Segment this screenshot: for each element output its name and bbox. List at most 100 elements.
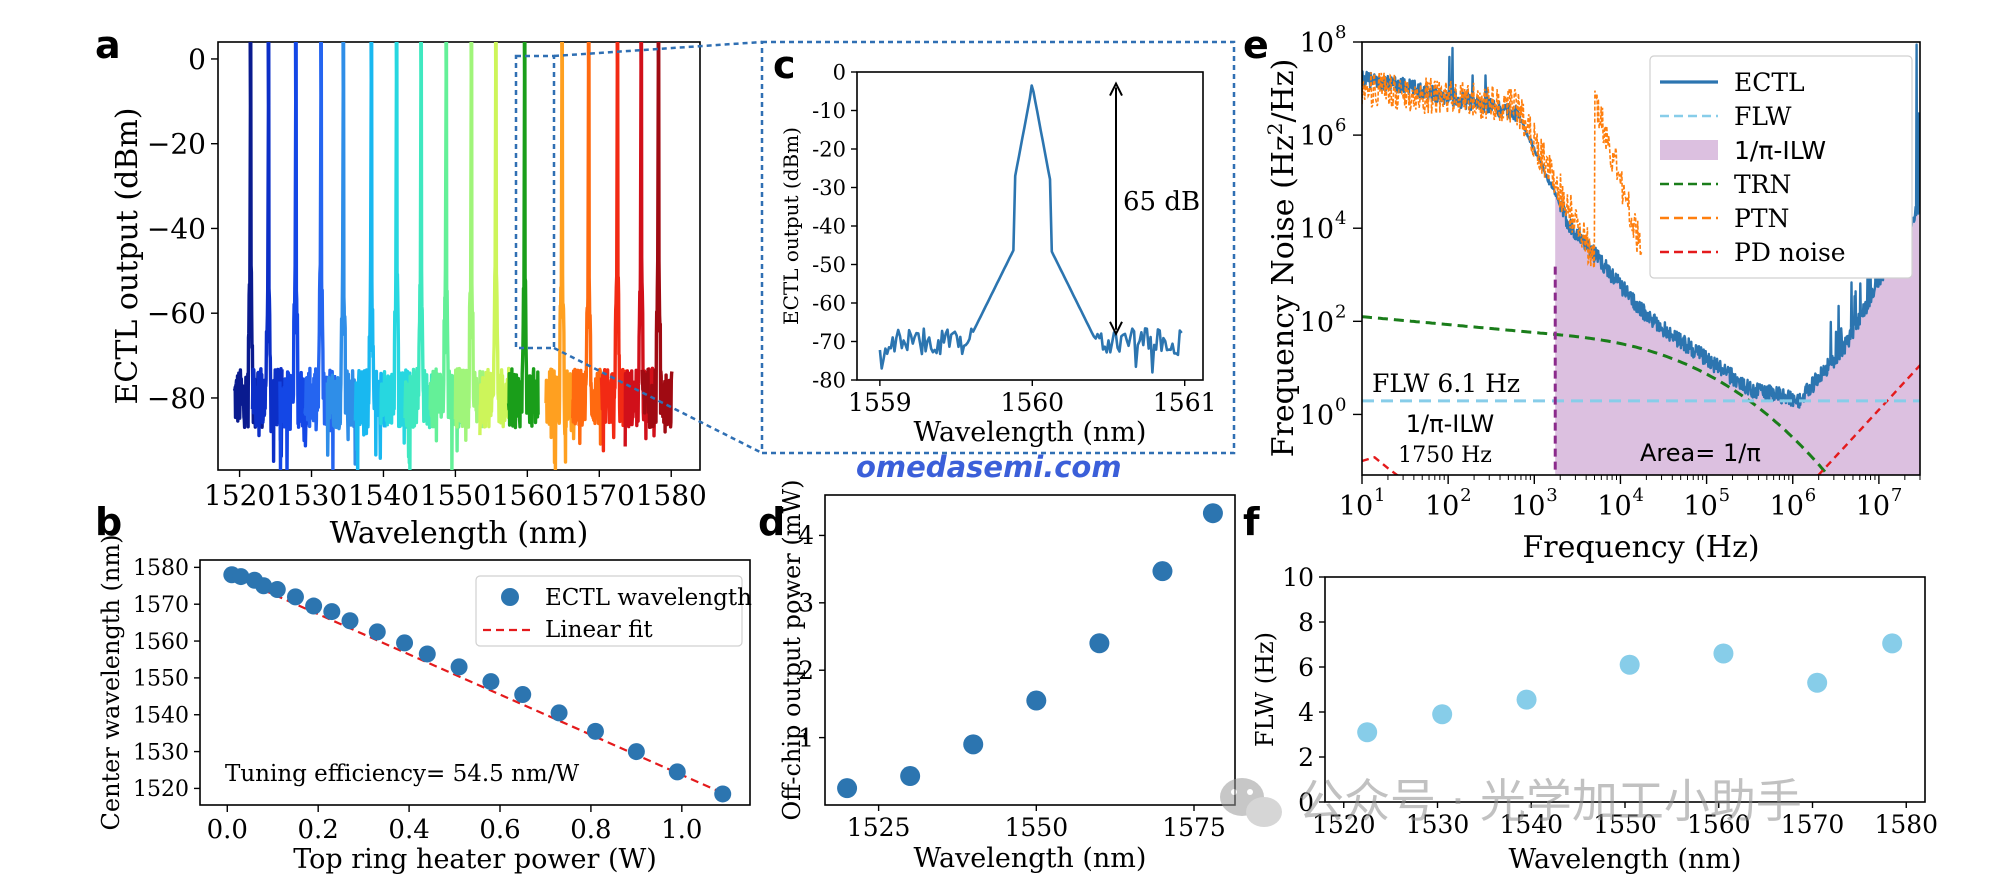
c-xtick-1559-label: 1559 bbox=[848, 388, 912, 417]
panel-label-d: d bbox=[758, 500, 785, 544]
f-ytick-10-label: 10 bbox=[1282, 563, 1314, 592]
e-legend-label-3: TRN bbox=[1734, 170, 1791, 199]
output-power-point bbox=[963, 734, 984, 755]
a-xlabel: Wavelength (nm) bbox=[330, 516, 589, 551]
f-ylabel: FLW (Hz) bbox=[1251, 632, 1279, 747]
c-spectrum-line bbox=[878, 84, 1183, 374]
ectl-wavelength-point bbox=[323, 603, 341, 621]
b-ytick-1580-label: 1580 bbox=[133, 556, 189, 581]
e-legend-box bbox=[1649, 55, 1913, 279]
pd-noise-line bbox=[1816, 363, 1920, 475]
d-ytick-2-label: 2 bbox=[798, 656, 814, 685]
e-ytick-0-label: 10 bbox=[1300, 400, 1334, 431]
ectl-wavelength-point bbox=[286, 588, 304, 606]
ectl-wavelength-point bbox=[305, 597, 323, 615]
a-xtick-1580-label: 1580 bbox=[636, 479, 707, 512]
a-ytick-0-label: 0 bbox=[188, 43, 206, 76]
e-ytick-8-label: 10 bbox=[1300, 28, 1334, 59]
panel-b-tuning: 0.0 0.2 0.4 0.6 0.8 1.0 1520 1530 1540 1550 1560 15… bbox=[97, 535, 752, 875]
ectl-wavelength-point bbox=[368, 623, 386, 641]
b-ytick-1520-label: 1520 bbox=[133, 777, 189, 802]
f-ytick-8-label: 8 bbox=[1298, 608, 1314, 637]
f-xtick-1520-label: 1520 bbox=[1312, 810, 1376, 839]
c-arrow-head-top bbox=[1109, 81, 1123, 96]
e-xtick-5-label: 10 bbox=[1683, 491, 1717, 522]
spectrum-line-1578.2 bbox=[640, 42, 674, 434]
zoom-connector bbox=[514, 40, 1236, 455]
c-ylabel: ECTL output (dBm) bbox=[779, 127, 803, 325]
e-ytick-6-exponent: 6 bbox=[1335, 115, 1346, 136]
b-xtick-0.6-label: 0.6 bbox=[479, 815, 520, 845]
watermark-wechat: 公众号 · 光学加工小助手 bbox=[1220, 774, 1802, 828]
panel-label-e: e bbox=[1243, 23, 1269, 67]
c-ytick--40-label: -40 bbox=[812, 214, 846, 238]
spectrum-line-1552.2 bbox=[453, 42, 487, 442]
c-xlabel: Wavelength (nm) bbox=[914, 417, 1147, 448]
e-ytick-8-exponent: 8 bbox=[1335, 22, 1346, 43]
ectl-wavelength-point bbox=[627, 743, 645, 761]
ectl-wavelength-point bbox=[482, 673, 500, 691]
e-ylabel-tail: /Hz) bbox=[1266, 59, 1301, 123]
b-legend-label-ectl: ECTL wavelength bbox=[545, 585, 752, 611]
e-xtick-6-exponent: 6 bbox=[1805, 485, 1816, 506]
c-ytick-0-label: 0 bbox=[833, 60, 846, 84]
panel-label-b: b bbox=[95, 500, 122, 544]
panel-a-spectra: 1520 1530 1540 1550 1560 1570 1580 0 −20 −40 −60 −8… bbox=[110, 41, 707, 551]
zoom-line-bottom bbox=[553, 346, 763, 455]
f-xtick-1540-label: 1540 bbox=[1499, 810, 1563, 839]
spectrum-line-1564.8 bbox=[544, 42, 578, 470]
output-power-point bbox=[1089, 633, 1110, 654]
flw-point bbox=[1713, 643, 1734, 664]
c-ytick--50-label: -50 bbox=[812, 253, 846, 277]
spectrum-line-1555.6 bbox=[478, 42, 511, 436]
flw-point bbox=[1357, 722, 1378, 743]
e-xtick-2-label: 10 bbox=[1425, 491, 1459, 522]
b-ytick-1540-label: 1540 bbox=[133, 703, 189, 728]
flw-point bbox=[1619, 654, 1640, 675]
f-xtick-1550-label: 1550 bbox=[1593, 810, 1657, 839]
ptn-line bbox=[1362, 71, 1643, 269]
c-xtick-1560-label: 1560 bbox=[1000, 388, 1064, 417]
ectl-wavelength-point bbox=[550, 704, 568, 722]
e-ilw-label-line1: 1/π-ILW bbox=[1406, 410, 1494, 438]
ectl-wavelength-point bbox=[268, 580, 286, 598]
a-ytick--60-label: −60 bbox=[147, 297, 206, 330]
e-ilw-label-line2: 1750 Hz bbox=[1398, 443, 1492, 468]
spectrum-line-1568.5 bbox=[571, 42, 604, 446]
b-xtick-0.4-label: 0.4 bbox=[388, 815, 429, 845]
e-ylabel-sup: 2 bbox=[1263, 122, 1287, 135]
e-xtick-5-exponent: 5 bbox=[1719, 485, 1730, 506]
panel-c-single-spectrum: 65 dB 1559 1560 1561 0 -10 -20 -30 -40 -50 -60 -70 -… bbox=[779, 60, 1217, 448]
a-ytick--20-label: −20 bbox=[147, 128, 206, 161]
spectrum-line-1527.8 bbox=[278, 42, 311, 470]
axes-b-frame bbox=[199, 559, 751, 806]
spectrum-line-1559.6 bbox=[506, 42, 540, 430]
panel-d-output-power: 1525 1550 1575 1 2 3 4 Wavelength (nm) Off-chip … bbox=[778, 479, 1236, 874]
output-power-point bbox=[900, 766, 921, 787]
e-legend-label-1: FLW bbox=[1734, 102, 1792, 131]
spectrum-line-1521.5 bbox=[232, 42, 266, 429]
b-xtick-0-label: 0.0 bbox=[207, 815, 248, 845]
b-ytick-1570-label: 1570 bbox=[133, 593, 189, 618]
b-legend-box bbox=[475, 575, 743, 647]
e-xtick-4-label: 10 bbox=[1597, 491, 1631, 522]
axes-d-frame bbox=[824, 494, 1236, 806]
ectl-wavelength-point bbox=[418, 645, 436, 663]
d-xlabel: Wavelength (nm) bbox=[914, 843, 1147, 874]
d-ytick-1-label: 1 bbox=[798, 723, 814, 752]
e-xtick-7-label: 10 bbox=[1856, 491, 1890, 522]
flw-point bbox=[1882, 633, 1903, 654]
b-ylabel: Center wavelength (nm) bbox=[97, 535, 125, 831]
e-xtick-3-label: 10 bbox=[1511, 491, 1545, 522]
a-ylabel: ECTL output (dBm) bbox=[110, 108, 145, 405]
c-arrow-head-bottom bbox=[1109, 321, 1123, 337]
e-xtick-4-exponent: 4 bbox=[1632, 485, 1643, 506]
spectrum-line-1524 bbox=[250, 42, 284, 463]
e-ytick-4-label: 10 bbox=[1300, 214, 1334, 245]
a-xtick-1570-label: 1570 bbox=[564, 479, 635, 512]
e-ytick-2-label: 10 bbox=[1300, 307, 1334, 338]
e-flw-label: FLW 6.1 Hz bbox=[1372, 369, 1520, 398]
b-legend-marker-ectl bbox=[501, 588, 519, 606]
ectl-wavelength-point bbox=[586, 722, 604, 740]
